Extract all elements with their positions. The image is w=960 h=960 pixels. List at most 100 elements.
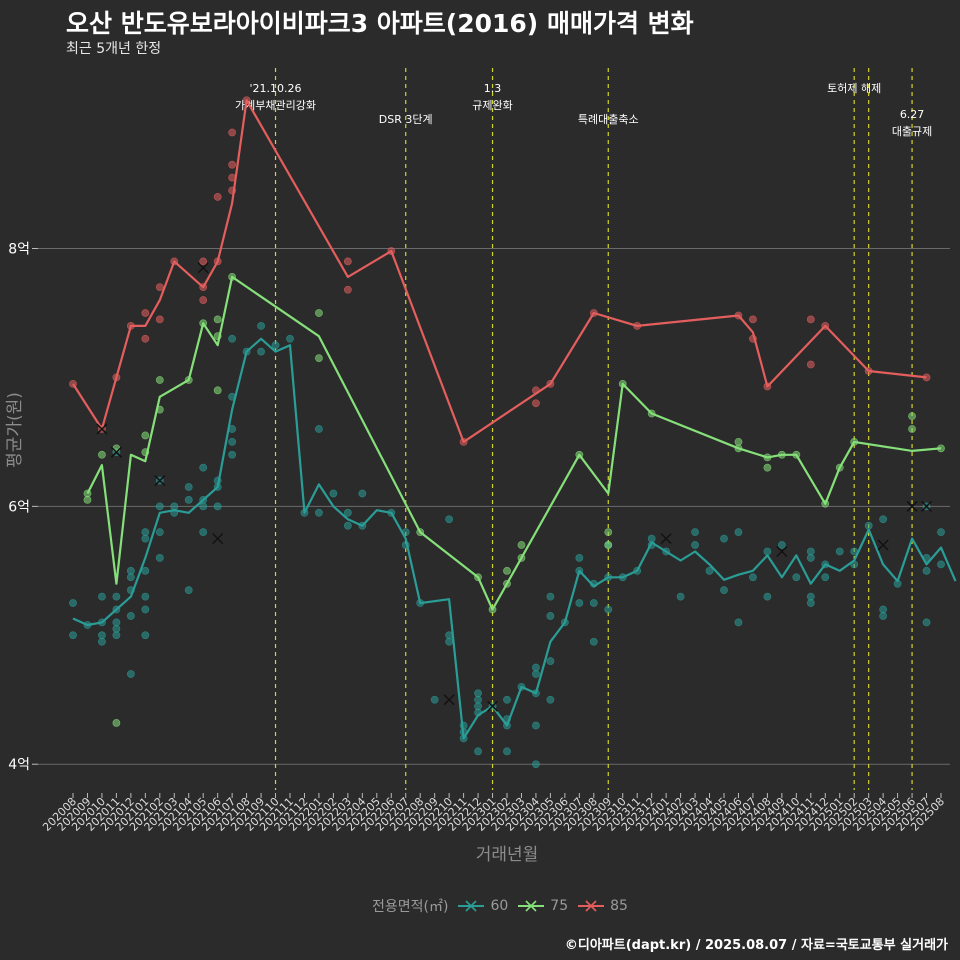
data-point-60	[532, 663, 540, 672]
data-point-60	[763, 547, 772, 556]
data-point-60	[532, 760, 540, 769]
data-point-60	[126, 566, 135, 575]
series	[69, 96, 957, 769]
data-point-60	[315, 425, 323, 433]
series-line-60	[72, 337, 957, 740]
data-point-85	[228, 128, 237, 137]
data-point-60	[806, 554, 815, 562]
data-point-85	[806, 360, 815, 369]
grid	[38, 248, 950, 765]
data-point-60	[532, 670, 540, 678]
data-point-60	[98, 592, 106, 601]
cross-marker-60	[877, 539, 889, 551]
data-point-60	[329, 489, 338, 498]
data-point-60	[705, 566, 714, 575]
data-point-60	[257, 321, 265, 330]
data-point-60	[546, 612, 555, 620]
data-point-60	[69, 599, 77, 607]
data-point-75	[155, 376, 164, 384]
legend: 전용면적(㎡) 60 75 85	[372, 896, 628, 916]
data-point-60	[720, 586, 728, 595]
y-tick-label: 6억	[8, 499, 30, 515]
data-point-60	[546, 657, 555, 665]
data-point-60	[806, 547, 815, 556]
data-point-60	[141, 534, 150, 543]
data-point-85	[343, 285, 352, 294]
data-point-60	[546, 695, 555, 704]
data-point-85	[199, 296, 208, 304]
data-point-75	[315, 354, 323, 362]
data-point-75	[213, 386, 222, 395]
data-point-85	[199, 257, 208, 266]
data-point-60	[112, 624, 121, 633]
data-point-60	[213, 502, 222, 511]
source-caption: ©디아파트(dapt.kr) / 2025.08.07 / 자료=국토교통부 실…	[564, 938, 948, 953]
event-label: 토허제 해제	[827, 81, 881, 95]
data-point-75	[908, 425, 916, 433]
data-point-60	[821, 573, 830, 582]
data-point-60	[358, 489, 367, 498]
data-point-60	[126, 670, 135, 678]
data-point-85	[228, 160, 237, 169]
data-point-60	[445, 515, 454, 524]
cross-marker-60	[660, 533, 672, 545]
data-point-60	[777, 541, 786, 549]
data-point-75	[734, 437, 743, 446]
data-point-60	[184, 496, 193, 504]
legend-key-85-icon	[578, 900, 605, 912]
data-point-60	[575, 599, 584, 607]
data-point-60	[199, 528, 208, 537]
data-point-60	[474, 702, 482, 711]
cross-marker-85	[197, 262, 209, 274]
data-point-60	[589, 599, 598, 607]
data-point-60	[430, 695, 439, 704]
data-point-60	[589, 637, 598, 646]
cross-marker-60	[154, 475, 166, 487]
data-point-60	[199, 502, 208, 511]
data-point-60	[676, 592, 685, 601]
legend-item-60: 60	[458, 898, 508, 914]
legend-key-75-icon	[518, 900, 545, 912]
legend-item-75: 75	[518, 898, 568, 914]
data-point-60	[879, 612, 888, 620]
chart-subtitle: 최근 5개년 한정	[66, 41, 162, 57]
data-point-60	[604, 605, 613, 614]
data-point-60	[141, 605, 150, 614]
event-label: '21.10.26	[250, 82, 302, 95]
event-label: 특례대출축소	[578, 113, 639, 126]
data-point-85	[155, 315, 164, 324]
data-point-60	[691, 528, 699, 537]
data-point-60	[937, 528, 945, 537]
data-point-60	[286, 334, 294, 343]
data-point-60	[112, 618, 121, 627]
data-point-60	[937, 560, 945, 569]
y-tick-label: 4억	[8, 757, 30, 773]
cross-marker-85	[96, 423, 108, 435]
data-point-75	[112, 719, 121, 727]
legend-label-60: 60	[490, 898, 509, 914]
chart-title: 오산 반도유보라아이비파크3 아파트(2016) 매매가격 변화	[66, 9, 694, 38]
data-point-60	[763, 592, 772, 601]
data-point-60	[155, 528, 164, 537]
data-point-60	[445, 637, 454, 646]
data-point-75	[112, 444, 121, 453]
series-85	[69, 96, 931, 446]
data-point-60	[734, 618, 743, 627]
event-label: 1.3	[484, 82, 502, 95]
data-point-60	[141, 566, 150, 575]
data-point-75	[141, 431, 150, 440]
data-point-60	[864, 521, 873, 530]
data-point-60	[228, 450, 237, 459]
data-point-60	[647, 534, 656, 543]
data-point-60	[546, 592, 555, 601]
data-point-60	[575, 554, 584, 562]
data-point-85	[155, 283, 164, 292]
data-point-60	[155, 502, 164, 511]
series-line-85	[72, 99, 927, 443]
data-point-85	[749, 315, 757, 324]
legend-label-75: 75	[550, 898, 569, 914]
data-point-75	[604, 528, 613, 537]
event-label: 6.27	[900, 108, 925, 121]
